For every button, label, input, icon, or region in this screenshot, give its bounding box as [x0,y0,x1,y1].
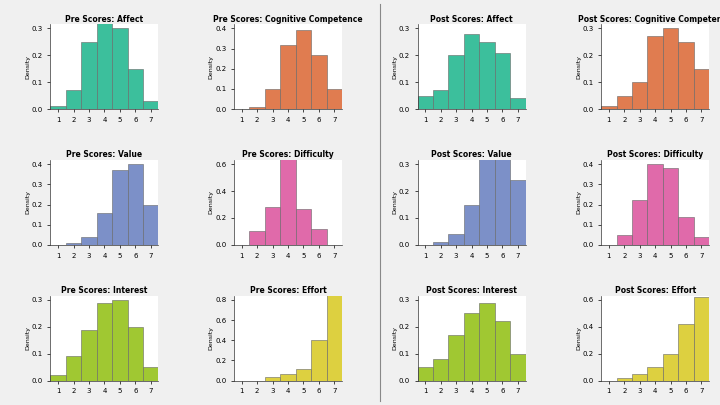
Bar [663,168,678,245]
Bar [694,237,709,245]
Y-axis label: Density: Density [209,55,214,79]
Bar [449,55,464,109]
Bar [96,213,112,245]
Title: Post Scores: Cognitive Competence: Post Scores: Cognitive Competence [578,15,720,23]
Bar [311,229,327,245]
Bar [495,143,510,245]
Bar [96,15,112,109]
Bar [480,42,495,109]
Bar [265,89,280,109]
Bar [112,300,127,381]
Title: Post Scores: Affect: Post Scores: Affect [431,15,513,23]
Y-axis label: Density: Density [392,190,397,215]
Bar [311,55,327,109]
Bar [647,367,663,381]
Y-axis label: Density: Density [25,190,30,215]
Bar [449,234,464,245]
Bar [66,243,81,245]
Bar [418,96,433,109]
Bar [632,200,647,245]
Bar [510,98,526,109]
Bar [81,42,96,109]
Y-axis label: Density: Density [576,55,581,79]
Bar [464,313,480,381]
Bar [495,53,510,109]
Bar [96,303,112,381]
Bar [510,354,526,381]
Y-axis label: Density: Density [576,326,581,350]
Bar [510,180,526,245]
Y-axis label: Density: Density [209,190,214,215]
Y-axis label: Density: Density [25,326,30,350]
Bar [143,367,158,381]
Bar [480,303,495,381]
Title: Pre Scores: Value: Pre Scores: Value [66,150,143,159]
Bar [66,90,81,109]
Y-axis label: Density: Density [392,326,397,350]
Bar [694,69,709,109]
Bar [327,295,342,381]
Bar [143,205,158,245]
Bar [632,374,647,381]
Bar [678,42,694,109]
Bar [50,375,66,381]
Y-axis label: Density: Density [209,326,214,350]
Title: Pre Scores: Difficulty: Pre Scores: Difficulty [242,150,334,159]
Bar [265,377,280,381]
Bar [678,324,694,381]
Bar [616,96,632,109]
Title: Post Scores: Effort: Post Scores: Effort [615,286,696,295]
Bar [495,322,510,381]
Bar [632,82,647,109]
Bar [678,217,694,245]
Y-axis label: Density: Density [392,55,397,79]
Bar [616,235,632,245]
Bar [480,159,495,245]
Bar [647,36,663,109]
Title: Pre Scores: Cognitive Competence: Pre Scores: Cognitive Competence [213,15,363,23]
Bar [127,164,143,245]
Bar [433,242,449,245]
Bar [464,34,480,109]
Title: Pre Scores: Affect: Pre Scores: Affect [66,15,143,23]
Bar [616,378,632,381]
Bar [296,369,311,381]
Bar [663,354,678,381]
Bar [311,340,327,381]
Y-axis label: Density: Density [25,55,30,79]
Bar [127,69,143,109]
Bar [127,327,143,381]
Bar [81,237,96,245]
Bar [265,207,280,245]
Bar [296,209,311,245]
Title: Post Scores: Interest: Post Scores: Interest [426,286,517,295]
Bar [143,101,158,109]
Bar [280,45,296,109]
Bar [647,164,663,245]
Bar [249,232,265,245]
Title: Pre Scores: Effort: Pre Scores: Effort [250,286,326,295]
Bar [249,107,265,109]
Bar [327,89,342,109]
Bar [280,374,296,381]
Bar [449,335,464,381]
Bar [418,367,433,381]
Bar [464,205,480,245]
Bar [66,356,81,381]
Y-axis label: Density: Density [576,190,581,215]
Title: Pre Scores: Interest: Pre Scores: Interest [61,286,148,295]
Bar [296,30,311,109]
Bar [50,107,66,109]
Bar [112,28,127,109]
Bar [433,90,449,109]
Title: Post Scores: Value: Post Scores: Value [431,150,512,159]
Bar [663,28,678,109]
Title: Post Scores: Difficulty: Post Scores: Difficulty [607,150,703,159]
Bar [112,170,127,245]
Bar [601,107,616,109]
Bar [81,330,96,381]
Bar [694,297,709,381]
Bar [280,153,296,245]
Bar [433,359,449,381]
